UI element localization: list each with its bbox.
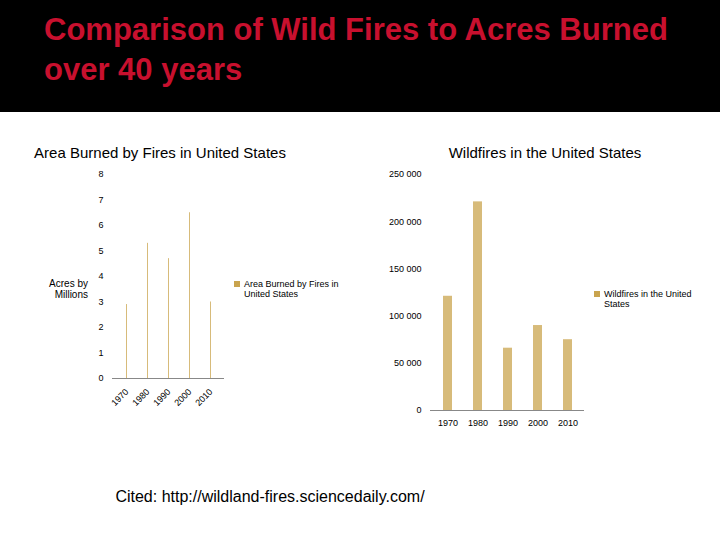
svg-text:1980: 1980 (468, 418, 488, 428)
svg-text:1: 1 (98, 348, 103, 358)
html-text:Comparison of Wild Fires to Ac: Comparison of Wild Fires to Acres Burned… (44, 12, 668, 87)
svg-text:2: 2 (98, 322, 103, 332)
html-text:Wildfires in the United States: Wildfires in the United States (604, 289, 692, 309)
svg-text:5: 5 (98, 246, 103, 256)
svg-text:2000: 2000 (528, 418, 548, 428)
svg-text:0: 0 (98, 373, 103, 383)
svg-text:1990: 1990 (498, 418, 518, 428)
svg-text:2000: 2000 (172, 387, 193, 408)
svg-text:8: 8 (98, 169, 103, 179)
svg-text:50 000: 50 000 (394, 358, 422, 368)
svg-text:6: 6 (98, 220, 103, 230)
svg-text:1980: 1980 (130, 387, 151, 408)
svg-text:250 000: 250 000 (389, 169, 422, 179)
html-text:Area Burned by Fires in United: Area Burned by Fires in United States (244, 279, 339, 299)
html-text:Wildfires in the United States: Wildfires in the United States (448, 144, 642, 161)
svg-text:2010: 2010 (558, 418, 578, 428)
svg-text:3: 3 (98, 297, 103, 307)
svg-text:100 000: 100 000 (389, 311, 422, 321)
svg-text:4: 4 (98, 271, 103, 281)
html-text:Acres by Millions: Acres by Millions (49, 278, 88, 300)
html-text:Area Burned by Fires in United: Area Burned by Fires in United States (34, 144, 286, 161)
svg-text:200 000: 200 000 (389, 217, 422, 227)
svg-text:1990: 1990 (151, 387, 172, 408)
svg-text:1970: 1970 (438, 418, 458, 428)
svg-text:1970: 1970 (109, 387, 130, 408)
svg-text:0: 0 (416, 405, 421, 415)
svg-text:150 000: 150 000 (389, 264, 422, 274)
svg-text:2010: 2010 (193, 387, 214, 408)
html-text:Cited: http://wildland-fires.s: Cited: http://wildland-fires.sciencedail… (115, 488, 425, 505)
svg-text:7: 7 (98, 195, 103, 205)
